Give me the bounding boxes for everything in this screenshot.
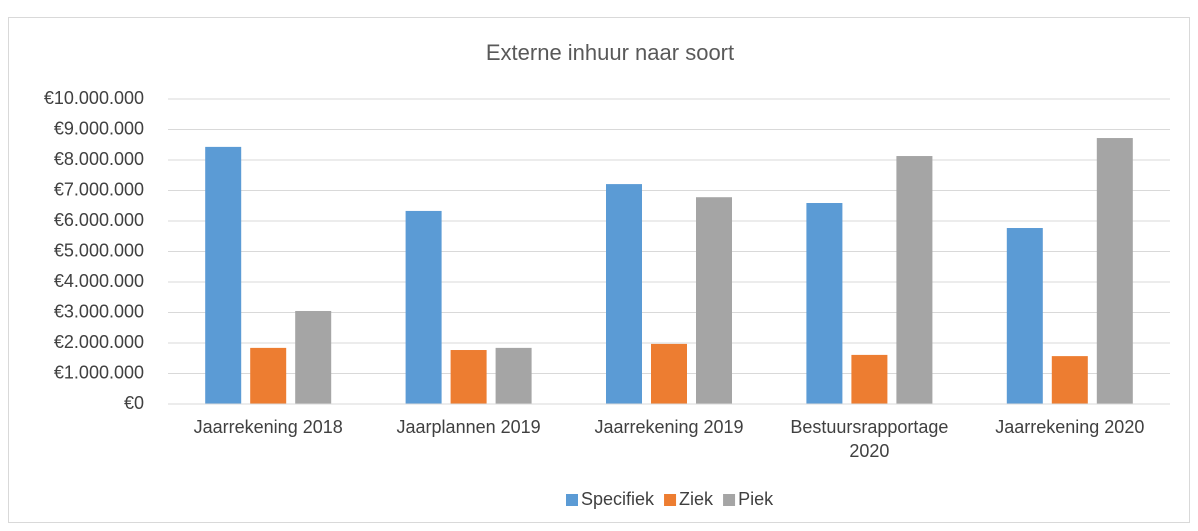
legend-swatch [664,494,677,506]
x-tick-label: Jaarrekening 2018 [194,417,343,437]
bar [806,203,843,404]
y-tick-label: €10.000.000 [44,88,144,108]
x-tick-label: Jaarrekening 2019 [594,417,743,437]
y-tick-label: €2.000.000 [54,332,144,352]
bar [1051,356,1088,404]
x-tick-label: Jaarrekening 2020 [995,417,1144,437]
bar [405,210,442,404]
y-tick-label: €9.000.000 [54,118,144,138]
y-tick-label: €8.000.000 [54,149,144,169]
x-tick-label: Bestuursrapportage 2020 [790,417,948,461]
bar [495,347,532,404]
bar [1096,138,1133,405]
bar [1006,228,1043,404]
legend-label: Specifiek [581,489,655,509]
x-tick-label: Jaarplannen 2019 [397,417,541,437]
legend-swatch [566,494,578,506]
y-tick-label: €1.000.000 [54,362,144,382]
bar [851,354,888,404]
legend-label: Piek [738,489,774,509]
y-tick-label: €3.000.000 [54,301,144,321]
legend-label: Ziek [679,489,714,509]
y-tick-label: €6.000.000 [54,210,144,230]
legend-swatch [723,494,736,506]
y-tick-label: €7.000.000 [54,179,144,199]
y-tick-label: €4.000.000 [54,271,144,291]
bar [205,146,242,404]
bar [450,350,487,404]
y-tick-label: €0 [124,393,144,413]
bar [896,156,933,404]
bar [250,347,287,404]
bar [606,184,642,404]
chart-title: Externe inhuur naar soort [486,40,734,65]
y-tick-label: €5.000.000 [54,240,144,260]
bar [295,310,332,404]
bar [651,343,687,404]
bar [696,197,732,404]
